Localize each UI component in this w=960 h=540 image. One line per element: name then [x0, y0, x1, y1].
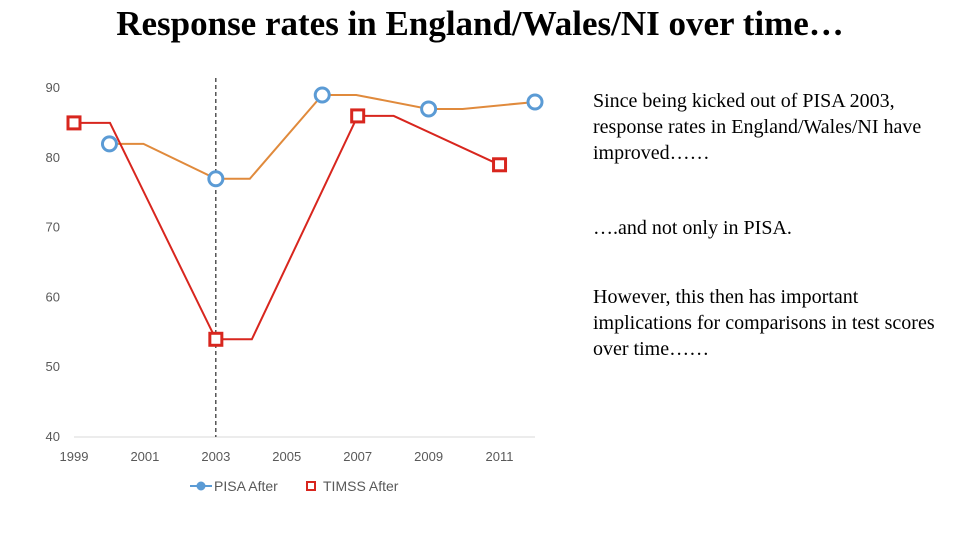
- legend-timss-label: TIMSS After: [323, 478, 399, 494]
- y-tick-label-60: 60: [46, 289, 60, 304]
- x-tick-label-2009: 2009: [414, 449, 443, 464]
- pisa-point-2009: [420, 100, 438, 118]
- y-tick-label-50: 50: [46, 359, 60, 374]
- timss-point-2003: [208, 331, 224, 347]
- y-tick-label-80: 80: [46, 150, 60, 165]
- y-tick-label-40: 40: [46, 429, 60, 444]
- pisa-line: [109, 93, 536, 180]
- chart-axes: 40 50 60 70 80 90 1999 2001 2003 2005 2007 2009 2011: [46, 80, 535, 464]
- pisa-point-2003: [207, 170, 225, 188]
- chart-series: [66, 86, 544, 347]
- x-tick-label-2007: 2007: [343, 449, 372, 464]
- x-tick-label-2011: 2011: [486, 449, 514, 464]
- timss-point-2007: [350, 108, 366, 124]
- x-tick-label-2005: 2005: [272, 449, 301, 464]
- timss-line: [74, 114, 500, 341]
- note-implications: However, this then has important implica…: [593, 286, 935, 360]
- y-tick-label-70: 70: [46, 220, 60, 235]
- slide-title: Response rates in England/Wales/NI over …: [116, 4, 844, 43]
- note-not-only-pisa: ….and not only in PISA.: [593, 217, 792, 239]
- chart-legend: PISA After TIMSS After: [190, 478, 399, 494]
- pisa-point-2006: [313, 86, 331, 104]
- note-improved-response: Since being kicked out of PISA 2003, res…: [593, 90, 922, 164]
- x-tick-label-2003: 2003: [201, 449, 230, 464]
- timss-point-2011: [492, 157, 508, 173]
- y-tick-label-90: 90: [46, 80, 60, 95]
- pisa-point-2012: [526, 93, 544, 111]
- x-tick-label-1999: 1999: [60, 449, 89, 464]
- legend-pisa-marker: [196, 481, 206, 491]
- legend-pisa-label: PISA After: [214, 478, 278, 494]
- x-tick-label-2001: 2001: [130, 449, 159, 464]
- legend-timss-marker: [306, 481, 316, 491]
- timss-point-1999: [66, 115, 82, 131]
- pisa-point-2000: [100, 135, 118, 153]
